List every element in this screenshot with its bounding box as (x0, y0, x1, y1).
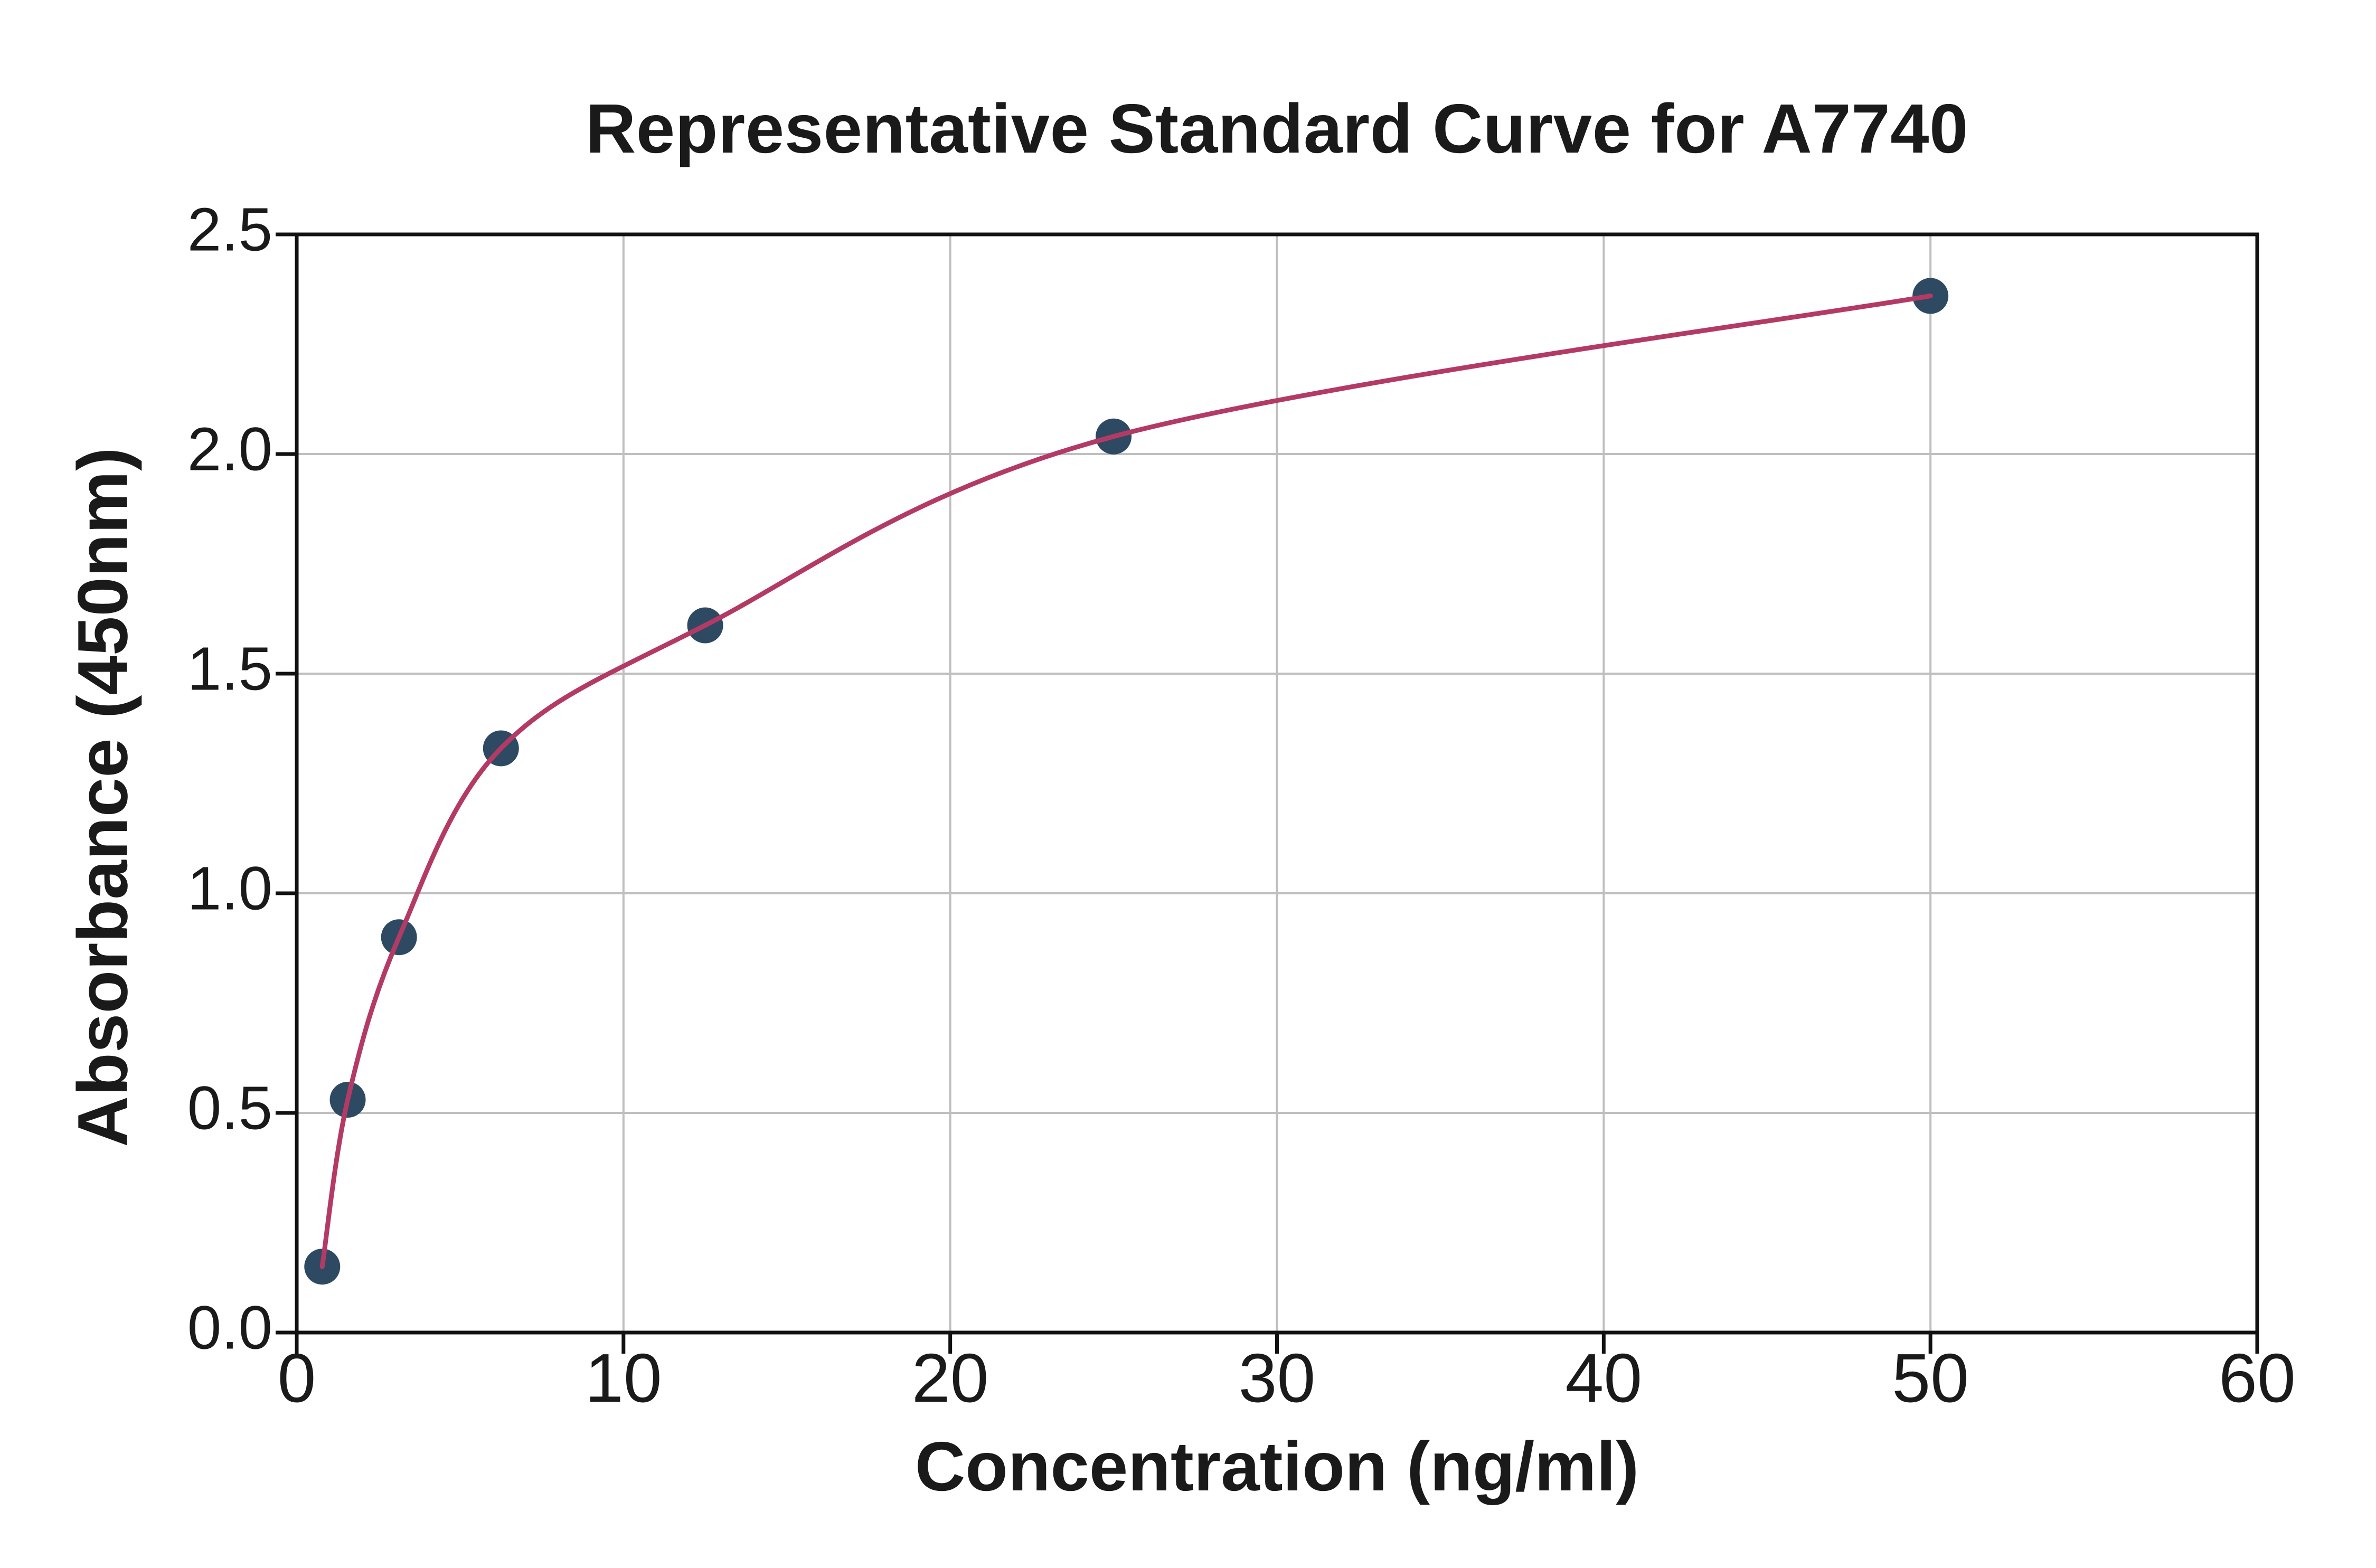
svg-text:2.5: 2.5 (187, 195, 272, 264)
svg-text:40: 40 (1565, 1339, 1642, 1416)
svg-text:0.0: 0.0 (187, 1293, 272, 1362)
svg-text:1.0: 1.0 (187, 854, 272, 923)
svg-text:30: 30 (1239, 1339, 1316, 1416)
svg-text:1.5: 1.5 (187, 635, 272, 703)
svg-text:10: 10 (585, 1339, 662, 1416)
svg-text:60: 60 (2219, 1339, 2296, 1416)
svg-text:50: 50 (1892, 1339, 1969, 1416)
svg-text:20: 20 (912, 1339, 989, 1416)
svg-text:2.0: 2.0 (187, 415, 272, 484)
svg-text:0: 0 (278, 1339, 316, 1416)
svg-text:0.5: 0.5 (187, 1074, 272, 1142)
